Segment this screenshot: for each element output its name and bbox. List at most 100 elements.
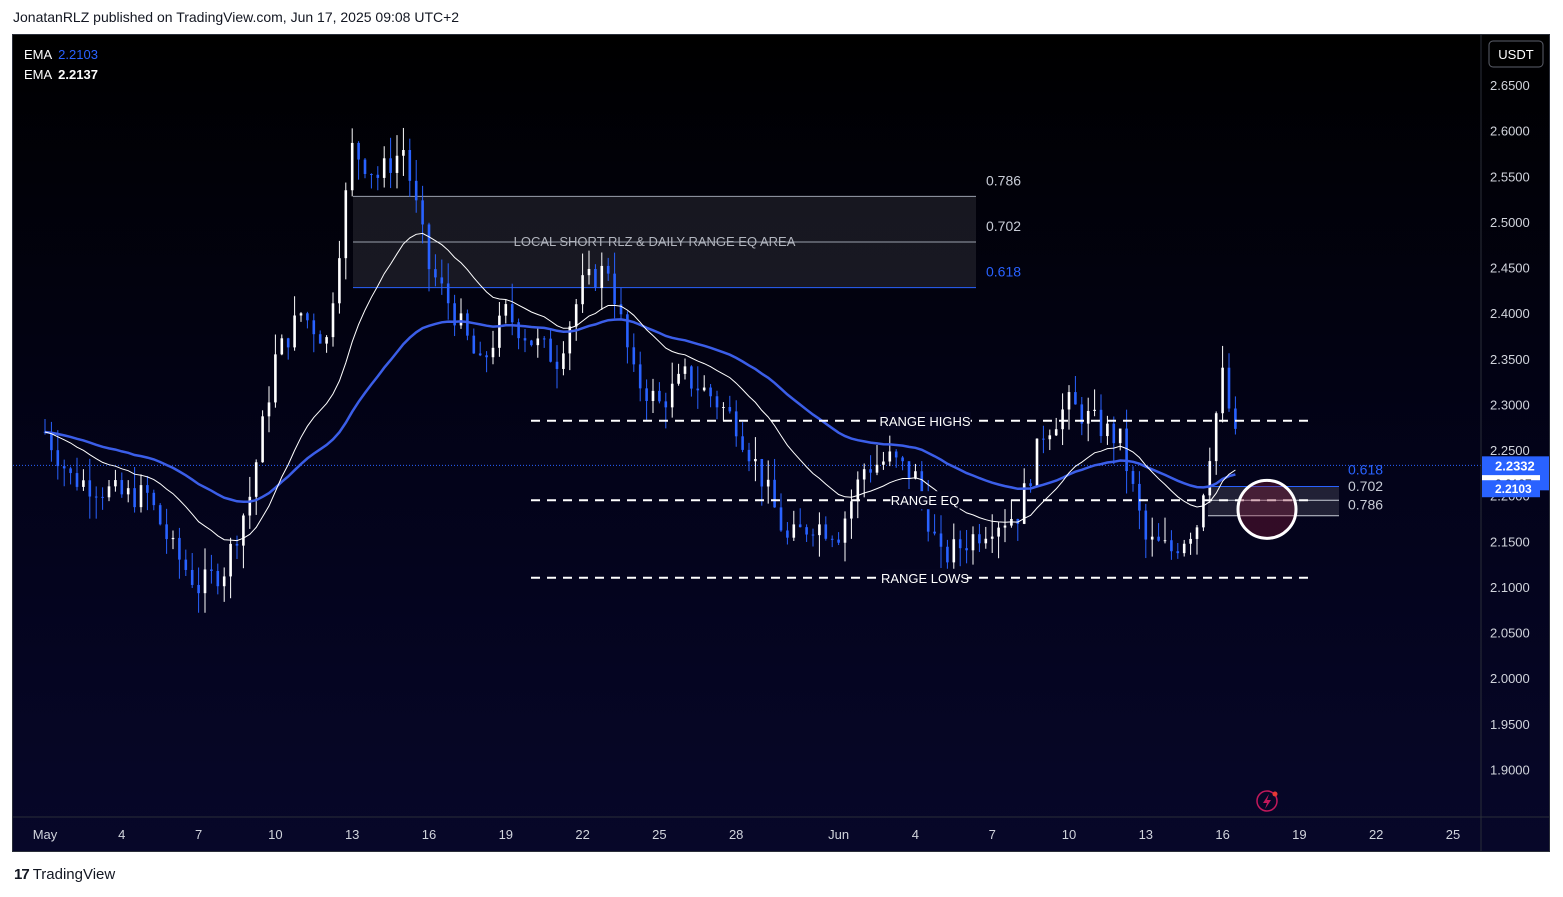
time-tick: 7 — [989, 827, 996, 842]
candle-body — [165, 524, 168, 540]
candle-body — [888, 451, 892, 462]
price-tick: 2.0000 — [1490, 671, 1530, 686]
candle-body — [126, 488, 130, 495]
indicator-legend: EMA 2.2103 EMA 2.2137 — [24, 45, 98, 85]
candle-body — [702, 387, 706, 391]
range-level-label: RANGE EQ — [891, 493, 960, 508]
candle-body — [235, 543, 239, 546]
candle-body — [203, 569, 207, 594]
candle-body — [261, 416, 264, 463]
candle-body — [152, 492, 156, 506]
candle-body — [619, 304, 623, 315]
candle-body — [338, 258, 341, 304]
candle-body — [114, 480, 117, 487]
candle-body — [907, 461, 911, 479]
time-tick: 13 — [345, 827, 359, 842]
range-levels: RANGE HIGHS RANGE EQ RANGE LOWS — [531, 411, 1313, 812]
candle-body — [1157, 536, 1160, 541]
ema-legend-row-1[interactable]: EMA 2.2103 — [24, 45, 98, 65]
fib-zone-label: LOCAL SHORT RLZ & DAILY RANGE EQ AREA — [514, 234, 796, 249]
range-level-label-bg — [883, 568, 967, 587]
candle-body — [466, 313, 469, 336]
currency-badge — [1488, 40, 1544, 68]
ema-legend-row-2[interactable]: EMA 2.2137 — [24, 65, 98, 85]
candle-body — [741, 436, 744, 450]
candle-body — [862, 469, 866, 480]
fib-label-0.786: 0.786 — [986, 172, 1021, 188]
time-tick: 4 — [118, 827, 125, 842]
candle-body — [485, 355, 488, 358]
currency-label: USDT — [1498, 47, 1533, 62]
candle-body — [1074, 392, 1077, 405]
candle-body — [446, 283, 450, 304]
candle-body — [542, 338, 546, 340]
candle-body — [805, 527, 808, 535]
candle-body — [389, 158, 392, 173]
candle-body — [344, 190, 348, 259]
candle-body — [1163, 540, 1167, 542]
candle-body — [427, 224, 431, 270]
chart-pane[interactable]: 0.786 0.702 0.618 LOCAL SHORT RLZ & DAILY R… — [12, 34, 1550, 852]
candle-body — [594, 268, 597, 288]
time-tick: 10 — [268, 827, 282, 842]
candle-body — [568, 326, 572, 354]
candle-body — [1099, 409, 1103, 437]
candle-body — [728, 407, 732, 412]
time-tick: 10 — [1062, 827, 1076, 842]
candle-body — [459, 313, 463, 326]
candle-body — [984, 538, 988, 544]
candle-body — [75, 473, 79, 487]
candle-body — [1227, 367, 1231, 409]
candle-body — [990, 536, 994, 539]
candle-body — [1214, 413, 1218, 462]
candle-body — [722, 407, 725, 409]
candle-body — [664, 401, 668, 408]
candle-body — [414, 180, 418, 201]
candle-body — [1061, 409, 1064, 430]
candle-body — [1042, 438, 1045, 440]
candle-body — [747, 449, 751, 462]
candle-body — [299, 313, 303, 316]
time-tick: 4 — [912, 827, 919, 842]
candle-body — [229, 543, 232, 577]
candle-body — [376, 174, 380, 178]
candle-body — [472, 335, 476, 354]
candle-body — [254, 462, 258, 497]
candle-body — [523, 338, 527, 341]
time-tick: 19 — [499, 827, 513, 842]
fib-label-lower-0.618: 0.618 — [1348, 462, 1383, 478]
candle-body — [101, 496, 104, 498]
ema-price-tag — [1482, 480, 1540, 498]
candle-body — [210, 569, 213, 571]
candle-body — [190, 569, 194, 585]
range-level-label-bg — [879, 411, 971, 430]
candle-body — [926, 497, 930, 532]
candle-body — [530, 340, 533, 346]
candle-body — [82, 480, 85, 487]
candle-body — [216, 570, 220, 587]
lightning-icon-ring — [1256, 790, 1278, 812]
candle-body — [504, 304, 508, 316]
candle-body — [952, 539, 956, 563]
candle-body — [933, 531, 936, 534]
tradingview-logo-icon: 17 — [14, 866, 30, 883]
candle-body — [293, 315, 296, 348]
candle-body — [613, 273, 616, 305]
candle-body — [408, 150, 412, 181]
candle-body — [248, 496, 252, 516]
time-tick: 19 — [1292, 827, 1306, 842]
candle-body — [1016, 518, 1020, 524]
candle-body — [677, 373, 680, 384]
candle-body — [754, 459, 757, 462]
candle-body — [1221, 367, 1224, 414]
fib-label-0.618: 0.618 — [986, 264, 1021, 280]
lightning-icon — [1256, 790, 1278, 812]
candle-body — [894, 451, 898, 458]
candle-body — [734, 411, 738, 437]
candle-body — [869, 469, 872, 473]
candle-body — [882, 461, 885, 465]
price-tick: 2.5000 — [1490, 215, 1530, 230]
candle-body — [1067, 392, 1071, 410]
candle-body — [1035, 438, 1039, 487]
